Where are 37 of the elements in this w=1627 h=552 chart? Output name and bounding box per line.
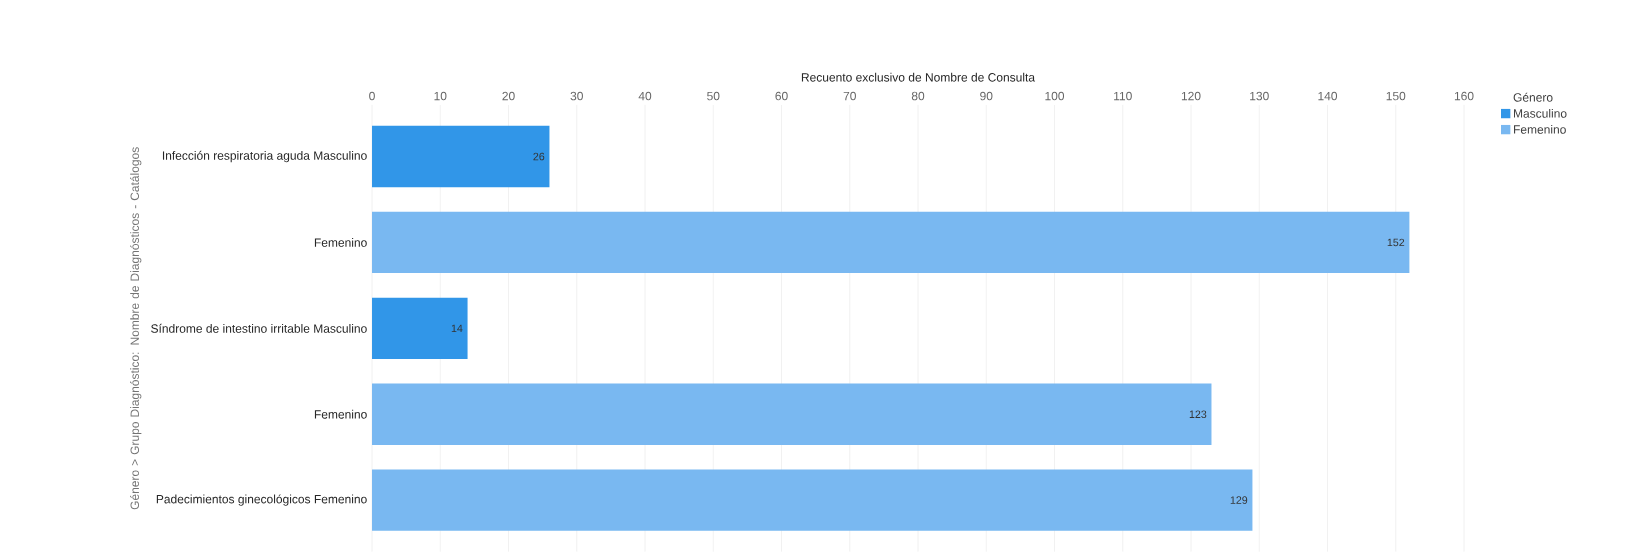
x-tick-label: 110	[1114, 91, 1132, 101]
x-tick-label: 30	[570, 91, 583, 101]
x-tick-label: 40	[638, 91, 652, 101]
data-label: 14	[451, 324, 463, 332]
y-tick-label: Femenino	[314, 409, 367, 419]
x-tick-label: 50	[707, 91, 720, 101]
bar	[372, 125, 550, 188]
bar	[372, 211, 1410, 274]
x-tick-label: 60	[775, 91, 788, 101]
x-tick-label: 70	[843, 91, 856, 101]
x-tick-label: 120	[1181, 91, 1201, 101]
x-tick-label: 80	[911, 91, 925, 101]
y-tick-label: Síndrome de intestino irritable Masculino	[151, 323, 367, 333]
y-tick-label: Infección respiratoria aguda Masculino	[162, 150, 367, 163]
x-tick-label: 130	[1250, 91, 1269, 101]
y-axis-title: Género > Grupo Diagnóstico: Nombre de Diagnósticos - Catálogos	[130, 147, 142, 510]
legend-label: Masculino	[1514, 108, 1567, 118]
x-tick-label: 150	[1386, 91, 1406, 101]
x-tick-label: 140	[1318, 91, 1338, 101]
x-tick-label: 160	[1454, 91, 1474, 101]
x-tick-label: 90	[980, 91, 993, 101]
data-label: 26	[533, 152, 545, 161]
x-tick-label: 10	[434, 91, 447, 101]
bar	[372, 297, 468, 359]
x-tick-label: 20	[502, 91, 515, 101]
bar	[372, 383, 1212, 445]
data-label: 152	[1387, 238, 1405, 247]
y-tick-label: Padecimientos ginecológicos Femenino	[156, 494, 367, 506]
data-label: 123	[1189, 410, 1207, 418]
x-tick-label: 0	[369, 91, 375, 101]
x-tick-label: 100	[1045, 91, 1065, 101]
legend-title: Género	[1513, 92, 1553, 102]
x-axis-title: Recuento exclusivo de Nombre de Consulta	[801, 72, 1036, 82]
y-tick-label: Femenino	[314, 238, 367, 247]
legend-label: Femenino	[1514, 124, 1566, 134]
data-label: 129	[1230, 496, 1248, 504]
bar	[372, 469, 1253, 531]
